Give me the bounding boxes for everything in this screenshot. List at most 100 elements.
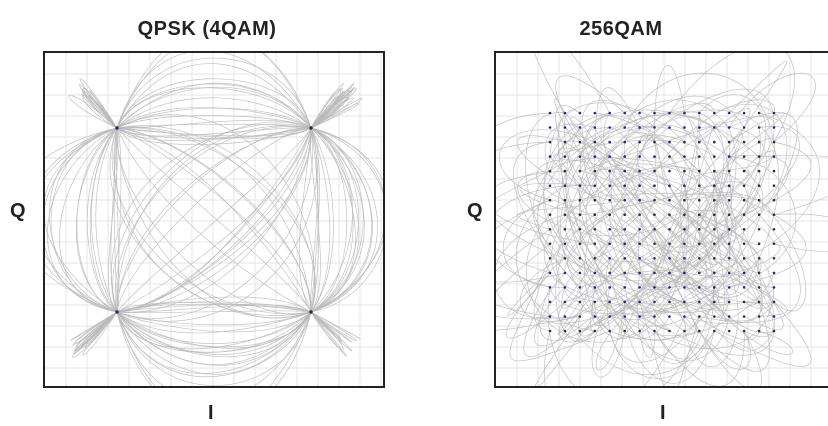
trajectory-curve [86,127,118,313]
trajectory-curve [116,311,312,375]
constellation-point [638,315,641,318]
trajectory-curve [95,127,118,313]
trajectory-curve [310,127,319,313]
constellation-point [623,169,626,173]
constellation-point [727,242,731,246]
constellation-point [772,257,776,260]
constellation-point [772,198,776,202]
trajectory-curve [310,127,356,313]
qpsk-constellation-plot [43,51,385,388]
constellation-point [668,169,671,173]
constellation-point [608,169,611,173]
constellation-point [548,213,552,216]
trajectory-curve [116,311,312,365]
trajectory-curve [517,135,610,201]
trajectory-curve [714,112,820,274]
qpsk-i-axis-label: I [208,402,214,424]
trajectory-curve [116,127,312,313]
constellation-point [683,257,686,260]
trajectory-curve [564,258,685,277]
constellation-point [653,126,656,129]
constellation-point [757,286,761,289]
constellation-point [713,155,716,158]
constellation-point [683,329,686,333]
constellation-point [578,315,582,318]
constellation-point [578,271,582,275]
trajectory-curve [116,127,120,313]
constellation-point [563,300,567,304]
constellation-point [623,242,626,246]
trajectory-curve [116,127,312,313]
constellation-point [727,228,731,231]
constellation-point [653,198,656,202]
trajectory-curve [116,127,312,139]
constellation-point [638,242,641,246]
constellation-point [757,126,761,129]
constellation-point [563,228,567,231]
trajectory-curve [45,127,118,313]
trajectory-curve [116,311,312,348]
constellation-point [309,310,313,314]
constellation-point [772,329,776,333]
trajectory-curve [684,181,761,216]
trajectory-curve [543,156,700,274]
trajectory-curve [310,87,353,129]
constellation-point [713,329,716,333]
constellation-point [683,198,686,202]
constellation-point [683,228,686,231]
trajectory-curve [684,243,708,290]
trajectory-curve [116,311,312,344]
constellation-point [309,126,313,130]
trajectory-curve [116,53,312,129]
trajectory-curve [699,287,793,355]
constellation-point [623,213,626,216]
trajectory-curve [116,310,312,313]
constellation-point [742,271,746,275]
constellation-point [757,329,761,333]
trajectory-curve [310,127,373,313]
constellation-point [713,169,716,173]
trajectory-curve [684,301,770,372]
trajectory-curve [116,311,312,333]
trajectory-curve [116,127,312,313]
constellation-point [727,169,731,173]
trajectory-curve [624,287,775,350]
trajectory-curve [116,127,312,313]
trajectory-curve [639,214,687,332]
constellation-point [727,271,731,275]
trajectory-curve [639,301,700,386]
constellation-point [698,126,701,129]
trajectory-curve [310,311,357,341]
trajectory-curve [684,301,762,386]
trajectory-curve [594,168,775,244]
constellation-point [548,228,552,231]
constellation-point [548,257,552,260]
trajectory-curve [729,199,807,288]
constellation-point [668,242,671,246]
trajectory-curve [116,127,312,313]
trajectory-curve [116,127,312,313]
trajectory-curve [729,156,796,288]
trajectory-curve [564,112,730,317]
constellation-point [608,228,611,231]
trajectory-curve [116,78,312,129]
trajectory-curve [714,104,788,245]
constellation-point [757,315,761,318]
trajectory-curve [758,199,806,312]
trajectory-curve [116,127,312,313]
constellation-point [593,213,597,216]
trajectory-curve [579,127,745,303]
constellation-point [563,286,567,289]
trajectory-curve [116,127,122,313]
trajectory-curve [639,185,764,306]
constellation-point [668,111,671,115]
constellation-point [563,213,567,216]
trajectory-curve [619,287,670,339]
trajectory-curve [499,129,595,201]
constellation-point [563,126,567,129]
trajectory-curve [116,127,314,319]
trajectory-curve [759,155,828,216]
constellation-point [668,257,671,260]
trajectory-curve [310,127,364,313]
constellation-point [668,286,671,289]
